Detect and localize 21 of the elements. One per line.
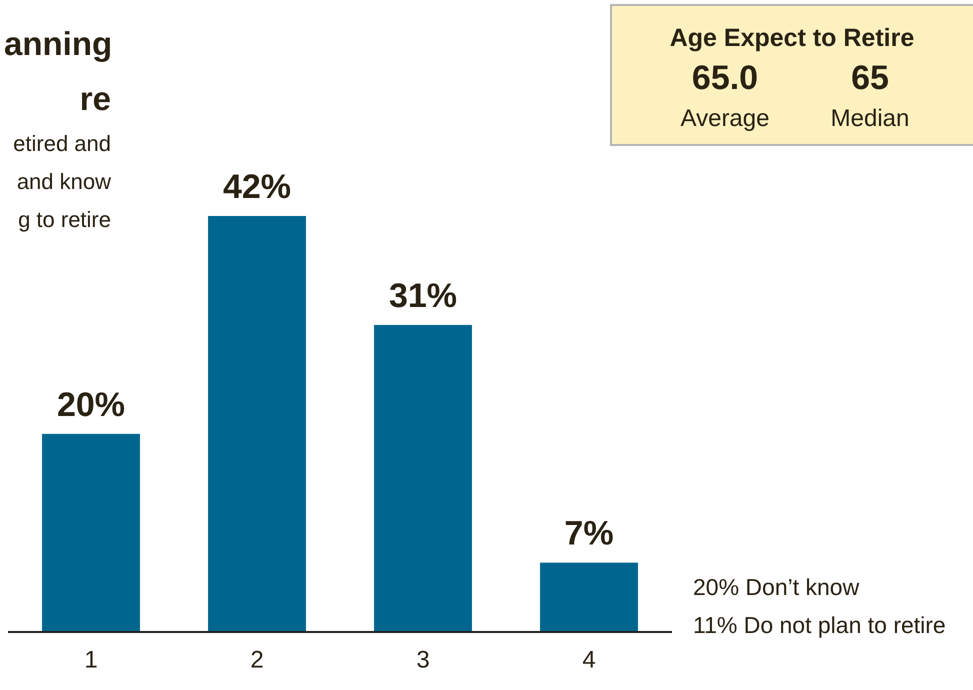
- text: 65.0: [692, 59, 758, 97]
- text: 65: [851, 59, 889, 97]
- text: Average: [680, 105, 770, 132]
- bar: [540, 562, 638, 632]
- chart-subtitle: etired and and know g to retire: [13, 131, 112, 232]
- x-tick-label: 3: [416, 646, 430, 674]
- text: Age Expect to Retire: [670, 24, 914, 52]
- x-tick-label: 1: [84, 646, 98, 674]
- data-label: 7%: [564, 514, 614, 553]
- text: 20% Don’t know: [693, 574, 860, 600]
- text: Median: [830, 105, 910, 132]
- bar: [374, 324, 472, 632]
- text: 11% Do not plan to retire: [693, 612, 946, 638]
- data-label: 31%: [388, 276, 458, 315]
- bar: [208, 216, 306, 632]
- x-tick-label: 4: [582, 646, 596, 674]
- bar: [42, 434, 140, 632]
- x-tick-label: 2: [250, 646, 264, 674]
- data-label: 42%: [222, 168, 292, 206]
- chart-title: anning re: [4, 25, 112, 117]
- data-label: 20%: [56, 386, 126, 424]
